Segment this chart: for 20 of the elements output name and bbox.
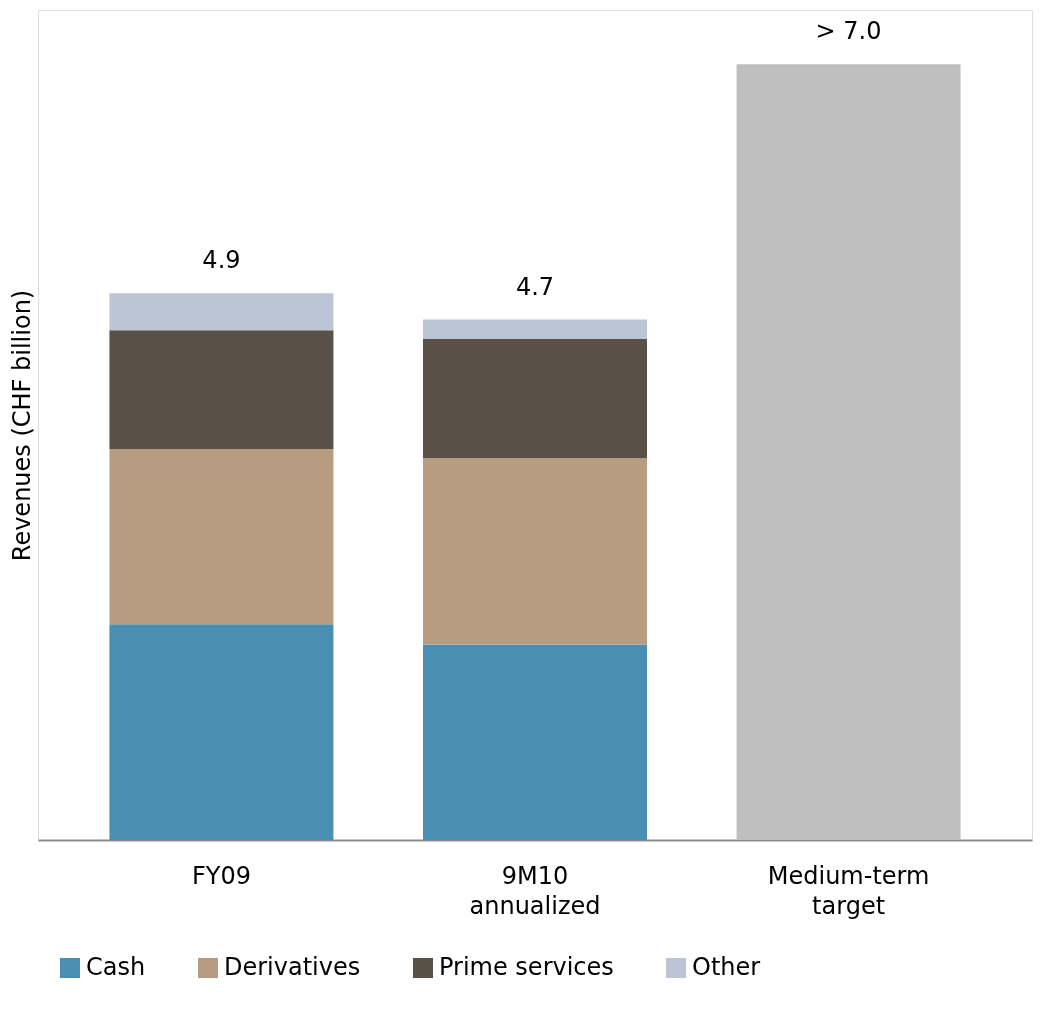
- y-axis-title: Revenues (CHF billion): [7, 289, 36, 562]
- legend-label: Derivatives: [224, 953, 361, 981]
- bar: [109, 293, 334, 331]
- bar: [423, 319, 647, 339]
- bar: [423, 644, 647, 840]
- bar: [109, 624, 334, 840]
- legend-label: Cash: [86, 953, 146, 981]
- bar: [109, 449, 334, 625]
- annotation: 4.9: [202, 246, 241, 275]
- bar: [109, 330, 334, 450]
- bar: [736, 64, 961, 840]
- bar: [423, 338, 647, 459]
- x-tick-label: FY09: [191, 861, 251, 890]
- legend-label: Other: [692, 953, 761, 981]
- annotation: 4.7: [515, 272, 555, 301]
- x-tick-label: Medium-term target: [767, 861, 930, 920]
- annotation: > 7.0: [815, 17, 882, 46]
- bar: [423, 458, 647, 645]
- x-tick-label: 9M10 annualized: [469, 861, 601, 920]
- legend-label: Prime services: [439, 953, 614, 981]
